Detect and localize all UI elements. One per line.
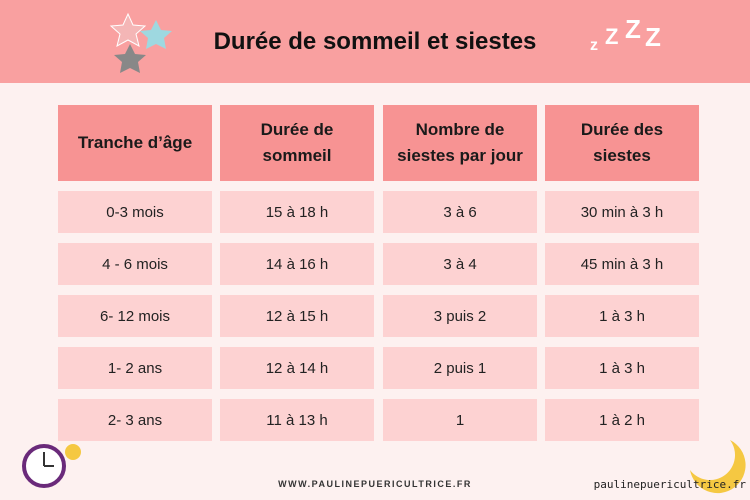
table-cell: 45 min à 3 h	[545, 243, 699, 285]
table-cell: 4 - 6 mois	[58, 243, 212, 285]
table-cell: 1	[383, 399, 537, 441]
table-cell: 3 à 6	[383, 191, 537, 233]
header-text: Durée de	[260, 120, 334, 139]
table-cell: 1 à 2 h	[545, 399, 699, 441]
svg-text:Z: Z	[625, 14, 641, 44]
header-text: Durée des	[580, 120, 664, 139]
svg-text:Z: Z	[645, 22, 661, 52]
header-text: Tranche d’âge	[77, 133, 193, 152]
svg-text:Z: Z	[605, 24, 618, 49]
title: Durée de sommeil et siestes	[213, 28, 537, 55]
table-cell: 1- 2 ans	[58, 347, 212, 389]
table-cell: 11 à 13 h	[220, 399, 374, 441]
table-cell: 30 min à 3 h	[545, 191, 699, 233]
table-cell: 6- 12 mois	[58, 295, 212, 337]
header-text: siestes par jour	[397, 146, 523, 165]
table-cell: 1 à 3 h	[545, 295, 699, 337]
watermark: paulinepuericultrice.fr	[593, 478, 746, 491]
header-text: Nombre de	[415, 120, 505, 139]
table-cell: 12 à 15 h	[220, 295, 374, 337]
website: WWW.PAULINEPUERICULTRICE.FR	[278, 479, 472, 489]
header-cell: Tranche d’âge	[58, 105, 212, 181]
table-cell: 15 à 18 h	[220, 191, 374, 233]
table-cell: 2 puis 1	[383, 347, 537, 389]
table-cell: 3 puis 2	[383, 295, 537, 337]
svg-text:z: z	[590, 37, 598, 54]
table-cell: 3 à 4	[383, 243, 537, 285]
header-cell: Nombre de siestes par jour	[383, 105, 537, 181]
table-cell: 14 à 16 h	[220, 243, 374, 285]
table-cell: 2- 3 ans	[58, 399, 212, 441]
header-text: sommeil	[262, 146, 332, 165]
header-text: siestes	[593, 146, 651, 165]
table-cell: 1 à 3 h	[545, 347, 699, 389]
table-cell: 0-3 mois	[58, 191, 212, 233]
header-cell: Durée des siestes	[545, 105, 699, 181]
table-cell: 12 à 14 h	[220, 347, 374, 389]
header-cell: Durée de sommeil	[220, 105, 374, 181]
